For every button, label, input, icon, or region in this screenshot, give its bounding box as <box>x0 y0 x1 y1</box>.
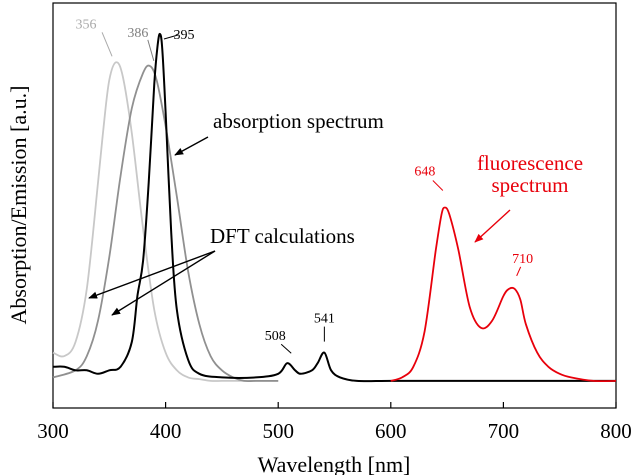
peak-leader-line <box>432 180 444 191</box>
peak-leader-line <box>516 266 522 277</box>
x-tick-label: 800 <box>600 419 632 443</box>
annotation-arrow <box>111 250 216 316</box>
series-line-2 <box>52 64 279 383</box>
peak-leader-line <box>101 32 113 57</box>
peak-labels: 356 386 395 508 541 648 710 <box>76 17 533 354</box>
x-tick-label: 600 <box>375 419 407 443</box>
x-axis-title: Wavelength [nm] <box>258 452 411 475</box>
x-tick-label: 500 <box>262 419 294 443</box>
peak-label-508: 508 <box>265 329 286 344</box>
peak-label-386: 386 <box>127 26 148 41</box>
series-line-3 <box>52 32 616 383</box>
x-tick-label: 700 <box>488 419 520 443</box>
peak-label-356: 356 <box>76 17 97 32</box>
peak-leader-line <box>163 34 179 40</box>
annotation-arrow <box>174 136 209 156</box>
y-axis-title: Absorption/Emission [a.u.] <box>6 86 31 325</box>
series-line-4 <box>390 206 617 383</box>
peak-leader-line <box>147 39 155 61</box>
annotation-fluorescence-line-2: spectrum <box>492 173 569 197</box>
annotation-fluorescence-line-1: fluorescence <box>477 151 583 175</box>
annotation-arrow <box>88 250 216 299</box>
peak-label-648: 648 <box>414 164 435 179</box>
peak-label-395: 395 <box>173 28 194 43</box>
peak-leader-line <box>280 343 292 354</box>
x-tick-label: 400 <box>150 419 182 443</box>
peak-label-541: 541 <box>314 312 335 327</box>
x-tick-label: 300 <box>37 419 69 443</box>
plot-frame <box>52 2 617 409</box>
annotation-absorption-line-1: absorption spectrum <box>213 109 384 133</box>
x-ticks: 300 400 500 600 700 800 <box>37 402 632 443</box>
series-line-1 <box>52 61 279 382</box>
annotation-dft-line-1: DFT calculations <box>210 224 355 248</box>
peak-label-710: 710 <box>512 252 533 267</box>
series-layer <box>52 32 617 383</box>
annotation-arrow <box>474 209 511 243</box>
